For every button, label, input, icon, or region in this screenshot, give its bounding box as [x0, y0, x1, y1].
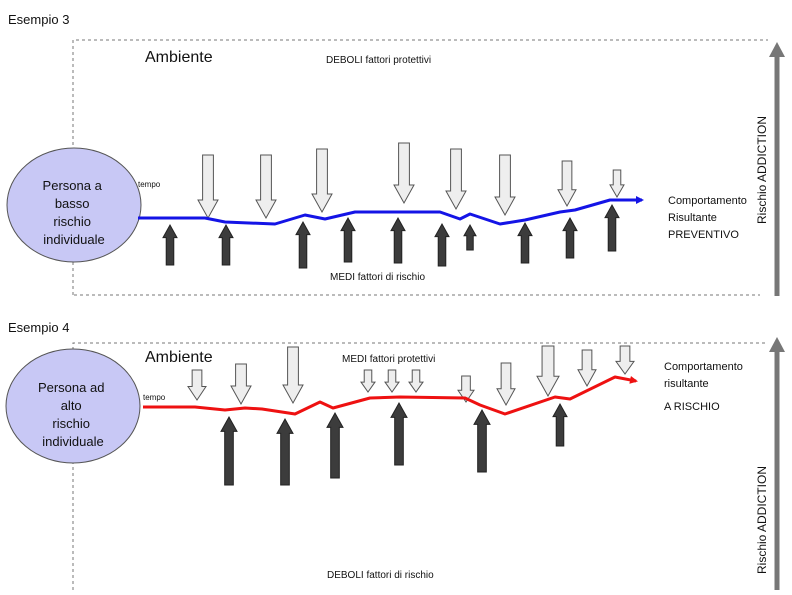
protective-arrow: [609, 169, 625, 199]
protective-arrows: [187, 345, 635, 407]
risk-arrow: [390, 216, 406, 264]
time-label: tempo: [138, 180, 161, 189]
protective-arrow: [577, 349, 597, 388]
protective-arrow: [197, 154, 219, 220]
risk-arrow: [162, 223, 178, 266]
risk-arrow: [517, 221, 533, 264]
risk-arrow: [218, 223, 234, 266]
outcome-label: Comportamento Risultante PREVENTIVO: [668, 195, 750, 241]
protective-arrow: [536, 345, 560, 398]
example-4: Esempio 4 Ambiente MEDI fattori protetti…: [5, 320, 785, 590]
person-circle: [5, 348, 141, 464]
risk-arrow: [473, 408, 491, 473]
risk-arrow: [552, 402, 568, 447]
example-4-frame: [72, 342, 766, 590]
protective-arrow: [408, 369, 424, 393]
risk-arrow: [604, 203, 620, 252]
risk-arrow: [434, 222, 450, 267]
environment-label: Ambiente: [145, 349, 213, 366]
risk-arrow: [220, 415, 238, 486]
protective-arrow: [311, 148, 333, 214]
risk-arrow: [390, 401, 408, 466]
protective-factors-label: DEBOLI fattori protettivi: [326, 55, 431, 66]
protective-arrow: [496, 362, 516, 407]
protective-arrows: [197, 142, 625, 220]
example-3-frame: [72, 39, 768, 295]
person-label: Persona ad alto rischio individuale: [38, 380, 108, 449]
addiction-risk-axis-label: Rischio ADDICTION: [755, 116, 769, 224]
example-3: Esempio 3 Ambiente DEBOLI fattori protet…: [6, 12, 785, 296]
protective-arrow: [230, 363, 252, 406]
protective-factors-label: MEDI fattori protettivi: [342, 354, 435, 365]
protective-arrow: [187, 369, 207, 401]
person-label: Persona a basso rischio individuale: [43, 178, 106, 247]
outcome-label: Comportamento risultante A RISCHIO: [664, 361, 746, 413]
protective-arrow: [457, 375, 475, 403]
risk-arrows: [220, 401, 568, 486]
time-label: tempo: [143, 393, 166, 402]
environment-label: Ambiente: [145, 49, 213, 66]
protective-arrow: [557, 160, 577, 208]
addiction-risk-axis: [769, 337, 785, 590]
risk-factors-label: MEDI fattori di rischio: [330, 272, 425, 283]
behavior-trajectory-line: [143, 375, 638, 416]
protective-arrow: [393, 142, 415, 205]
protective-arrow: [384, 369, 400, 393]
risk-arrow: [463, 223, 477, 251]
example-4-label: Esempio 4: [8, 320, 69, 335]
person-circle: [6, 147, 142, 263]
addiction-risk-axis: [769, 42, 785, 296]
risk-arrow: [276, 417, 294, 486]
protective-arrow: [282, 346, 304, 405]
risk-factors-label: DEBOLI fattori di rischio: [327, 570, 434, 581]
risk-arrow: [562, 216, 578, 259]
risk-arrow: [340, 216, 356, 263]
addiction-risk-axis-label: Rischio ADDICTION: [755, 466, 769, 574]
risk-arrow: [326, 411, 344, 479]
protective-arrow: [445, 148, 467, 211]
protective-arrow: [360, 369, 376, 393]
risk-arrow: [295, 220, 311, 269]
protective-arrow: [255, 154, 277, 220]
protective-arrow: [615, 345, 635, 375]
risk-arrows: [162, 203, 620, 269]
protective-arrow: [494, 154, 516, 217]
behavior-trajectory-line: [138, 196, 644, 226]
example-3-label: Esempio 3: [8, 12, 69, 27]
